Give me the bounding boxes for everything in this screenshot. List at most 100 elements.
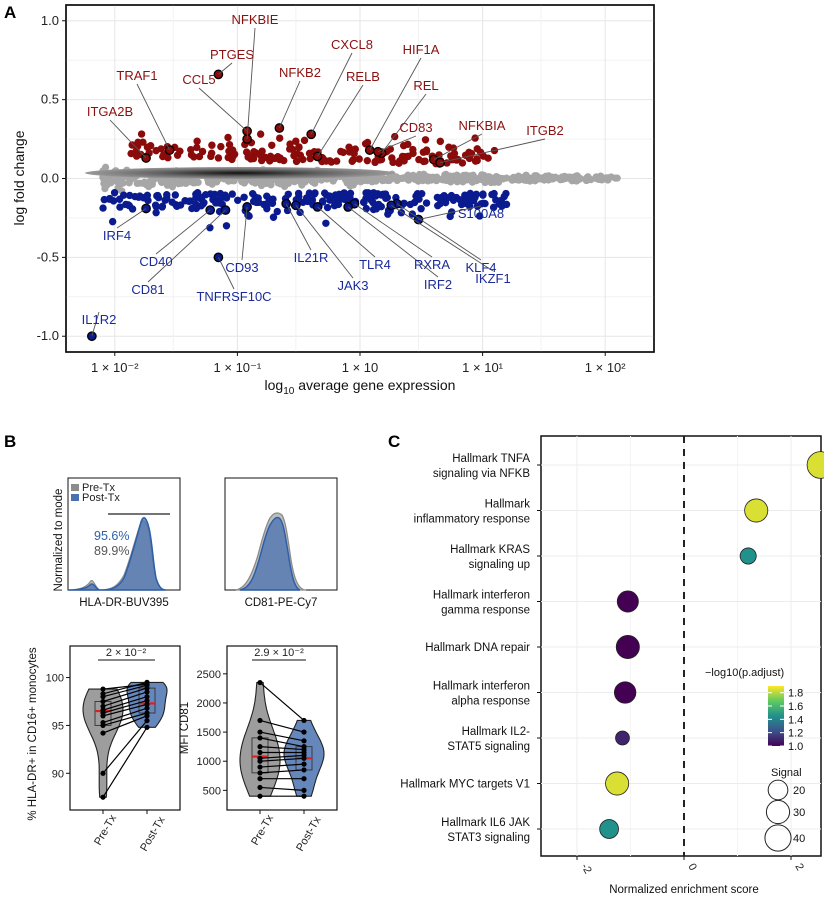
ma-point-up	[146, 142, 155, 150]
ma-point-down	[222, 222, 231, 230]
paired-line	[102, 715, 148, 734]
ma-point-down	[199, 200, 207, 208]
ma-point-up	[256, 130, 265, 138]
ma-point-up	[419, 157, 428, 166]
ma-point-ns	[100, 180, 108, 188]
color-legend-tick: 1.0	[788, 741, 803, 753]
sample-point	[257, 744, 263, 750]
ma-point-ns	[404, 171, 412, 179]
ma-point-up	[363, 156, 372, 165]
ma-point-up	[176, 147, 184, 155]
ma-leader	[155, 209, 211, 255]
ma-y-tick-label: 0.5	[41, 92, 59, 107]
ma-point-up	[458, 159, 467, 167]
ma-point-ns	[125, 179, 133, 187]
paired-line	[259, 731, 305, 742]
pathway-dot	[599, 819, 619, 839]
ma-point-ns	[421, 173, 429, 182]
ma-gene-label: IRF2	[424, 277, 452, 292]
ma-x-ticks: 1 × 10⁻² 1 × 10⁻¹ 1 × 10 1 × 10¹ 1 × 10²	[91, 352, 626, 375]
sample-point	[100, 730, 106, 736]
pathway-dot	[744, 498, 769, 523]
ma-leader	[396, 203, 482, 261]
size-legend-circle	[764, 824, 792, 852]
ma-point-up	[292, 137, 300, 145]
ma-point-ns	[390, 174, 398, 182]
ma-gene-label: CD93	[225, 260, 258, 275]
ma-gene-label: CXCL8	[331, 37, 373, 52]
ma-point-up	[349, 156, 358, 164]
ma-leader	[246, 27, 256, 140]
violin-y-tick: 1500	[197, 727, 221, 739]
violin-y-tick: 2000	[197, 698, 221, 710]
ma-point-down	[283, 206, 292, 215]
sample-point	[257, 717, 263, 724]
ma-point-up	[258, 147, 266, 155]
ma-point-down	[126, 191, 134, 200]
pathway-dot	[615, 635, 640, 659]
ma-y-tick-label: 0.0	[41, 171, 59, 186]
violin1-p-value: 2 × 10⁻²	[106, 647, 147, 659]
color-legend-tick: 1.4	[788, 714, 803, 726]
enrichment-x-tick: 2	[792, 862, 805, 873]
violin-pre-tx	[82, 688, 124, 798]
panel-b-label: B	[4, 432, 16, 451]
pathway-dot	[614, 681, 637, 704]
ma-gene-label: REL	[413, 78, 438, 93]
ma-gene-label: JAK3	[337, 278, 368, 293]
hla-dr-violin-plot: 2 × 10⁻² 90 95 100 % HLA-DR+ in CD16+ mono…	[27, 645, 181, 854]
violin-y-tick: 2500	[197, 669, 221, 681]
ma-point-down	[500, 192, 508, 201]
ma-point-up	[339, 148, 347, 157]
hist1-frame	[67, 477, 181, 591]
paired-line	[259, 786, 305, 791]
ma-point-up	[409, 145, 417, 154]
paired-line	[102, 681, 148, 695]
ma-point-down	[171, 191, 180, 199]
ma-point-up	[466, 151, 474, 159]
hla-dr-histogram: Pre-Tx Post-Tx 95.6% 89.9% HLA-DR-BUV395…	[53, 477, 181, 609]
sample-point	[100, 719, 106, 726]
ma-leader	[147, 209, 226, 283]
sample-point	[100, 686, 106, 692]
sample-point	[100, 707, 106, 713]
ma-point-up	[193, 143, 201, 152]
ma-point-down	[254, 194, 262, 202]
color-legend-tick: 1.6	[788, 701, 803, 713]
ma-point-down	[122, 200, 130, 209]
ma-point-ns	[542, 174, 550, 182]
sample-point	[100, 691, 106, 697]
violin1-frame	[69, 645, 181, 811]
ma-point-ns	[414, 177, 422, 185]
ma-gene-label: CD83	[399, 120, 432, 135]
ma-point-down	[201, 191, 210, 199]
ma-gene-label: IKZF1	[475, 271, 510, 286]
ma-labeled-point	[312, 151, 323, 162]
sample-point	[144, 689, 150, 695]
ma-point-up	[217, 142, 225, 151]
cd81-histogram: CD81-PE-Cy7	[224, 477, 338, 609]
sample-point	[301, 738, 307, 744]
ma-y-ticks: -1.0 -0.5 0.0 0.5 1.0	[37, 13, 66, 343]
ma-point-ns	[454, 175, 462, 184]
sample-point	[257, 784, 263, 791]
ma-y-tick-label: 1.0	[41, 13, 59, 28]
ma-point-down	[116, 203, 124, 211]
sample-point	[301, 744, 307, 750]
sample-point	[257, 679, 263, 686]
ma-leader	[439, 138, 546, 164]
pathway-labels: Hallmark TNFA signaling via NFKB Hallmark i…	[400, 453, 541, 844]
sample-point	[301, 761, 307, 767]
sample-point	[100, 698, 106, 705]
ma-point-up	[436, 137, 445, 146]
pathway-dot	[605, 771, 630, 796]
ma-point-down	[269, 195, 277, 203]
ma-labeled-point	[306, 129, 317, 140]
ma-density-cloud	[85, 167, 395, 179]
ma-leader	[217, 257, 235, 290]
paired-line	[102, 703, 148, 717]
ma-point-down	[105, 195, 113, 203]
ma-point-down	[163, 194, 171, 202]
ma-point-down	[366, 191, 374, 200]
ma-gene-label: IL21R	[294, 250, 329, 265]
